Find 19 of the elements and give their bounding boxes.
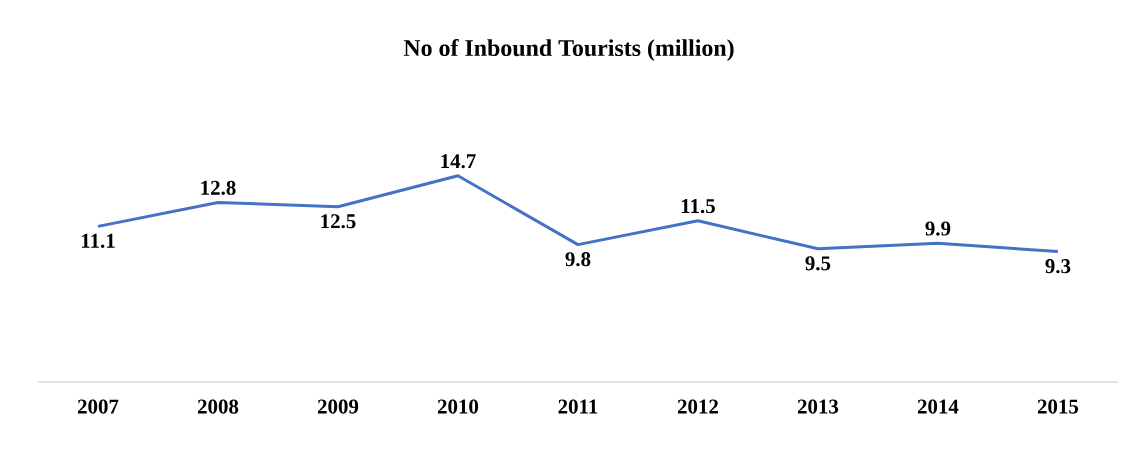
- data-label: 11.5: [681, 199, 715, 214]
- chart-title: No of Inbound Tourists (million): [403, 39, 734, 61]
- data-label: 12.5: [321, 214, 356, 229]
- x-tick-label: 2012: [677, 399, 718, 414]
- x-tick-label: 2013: [797, 399, 839, 414]
- data-label: 9.8: [565, 252, 591, 267]
- x-tick-label: 2015: [1037, 399, 1079, 414]
- x-tick-label: 2009: [317, 399, 359, 414]
- x-tick-label: 2010: [437, 399, 479, 414]
- data-label: 14.7: [441, 154, 476, 169]
- data-label: 9.3: [1045, 259, 1071, 274]
- data-label: 11.1: [81, 233, 115, 248]
- data-label: 12.8: [201, 180, 236, 195]
- x-tick-label: 2011: [558, 399, 598, 414]
- x-tick-label: 2007: [77, 399, 119, 414]
- x-tick-label: 2014: [917, 399, 959, 414]
- x-tick-label: 2008: [197, 399, 239, 414]
- data-label: 9.5: [805, 256, 831, 271]
- data-label: 9.9: [925, 221, 951, 236]
